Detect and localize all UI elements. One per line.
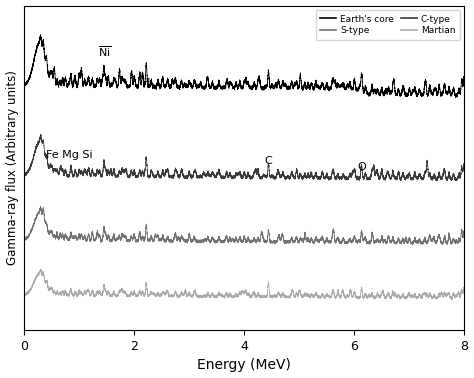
X-axis label: Energy (MeV): Energy (MeV) [197,358,291,372]
Text: O: O [357,163,366,172]
Y-axis label: Gamma-ray flux (Arbitrary units): Gamma-ray flux (Arbitrary units) [6,70,18,265]
Text: $\overline{\rm Ni}$: $\overline{\rm Ni}$ [98,45,111,59]
Text: Fe Mg Si: Fe Mg Si [46,150,92,160]
Text: H: H [142,78,150,88]
Legend: Earth's core, S-type, C-type, Martian: Earth's core, S-type, C-type, Martian [316,10,460,40]
Text: C: C [264,156,273,166]
